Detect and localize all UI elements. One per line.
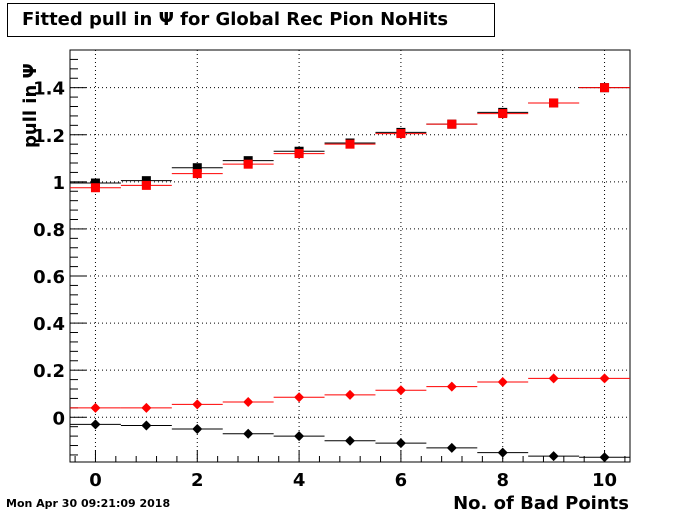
plot-frame: [69, 49, 631, 463]
y-tick-label: 0.8: [33, 220, 65, 241]
series-1-point: [396, 129, 406, 139]
x-tick-label: 4: [293, 470, 306, 491]
series-1-point: [90, 183, 100, 193]
series-3-point: [548, 451, 559, 462]
series-2-point: [345, 389, 355, 400]
x-tick-label: 0: [89, 470, 102, 491]
y-tick-label: 0.6: [33, 267, 65, 288]
series-2-point: [599, 373, 610, 384]
series-3-point: [345, 435, 355, 446]
series-3-point: [192, 424, 203, 435]
x-tick-label: 10: [592, 470, 617, 491]
y-tick-label: 0: [52, 408, 65, 429]
y-axis-title: pull in Ψ: [20, 63, 41, 148]
series-3-point: [141, 420, 152, 431]
series-3-point: [446, 442, 457, 453]
series-3-point: [90, 419, 101, 430]
series-1-point: [600, 83, 610, 93]
series-0-point: [192, 163, 202, 173]
series-0-point: [141, 176, 151, 186]
series-3-point: [243, 428, 254, 439]
series-1-point: [141, 180, 151, 190]
series-2-point: [243, 396, 254, 407]
series-2-point: [497, 376, 508, 387]
y-tick-label: 1.2: [33, 126, 65, 147]
series-2-point: [395, 385, 406, 396]
y-tick-label: 1.4: [33, 79, 65, 100]
series-3-point: [395, 438, 406, 449]
y-tick-label: 0.2: [33, 361, 65, 382]
series-1-point: [498, 109, 508, 119]
series-1-point: [345, 139, 355, 149]
x-tick-label: 2: [191, 470, 204, 491]
chart-title: Fitted pull in Ψ for Global Rec Pion NoH…: [7, 3, 495, 37]
series-3-point: [497, 447, 508, 458]
series-2-point: [141, 402, 152, 413]
series-1-point: [447, 119, 457, 129]
y-tick-label: 0.4: [33, 314, 65, 335]
footer-date: Mon Apr 30 09:21:09 2018: [6, 497, 171, 510]
series-1-point: [294, 149, 304, 159]
series-1-point: [192, 169, 202, 179]
series-2-point: [192, 399, 203, 410]
x-tick-label: 8: [496, 470, 509, 491]
series-2-point: [446, 381, 457, 392]
series-1-point: [549, 98, 559, 108]
x-tick-label: 6: [395, 470, 408, 491]
series-2-point: [548, 373, 559, 384]
series-2-point: [90, 402, 101, 413]
y-tick-label: 1: [52, 173, 65, 194]
series-3-point: [599, 452, 610, 463]
series-1-point: [243, 159, 253, 169]
series-0-point: [90, 178, 100, 188]
series-2-point: [294, 392, 305, 403]
series-3-point: [294, 431, 305, 442]
x-axis-title: No. of Bad Points: [453, 493, 629, 514]
